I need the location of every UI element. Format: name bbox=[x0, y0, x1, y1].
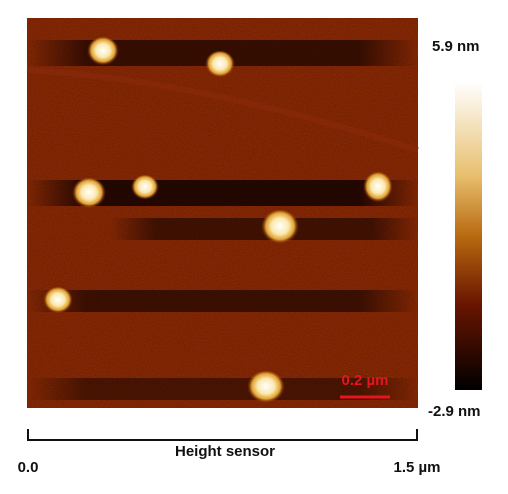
x-axis-start-label: 0.0 bbox=[18, 459, 39, 476]
colorbar-max-label: 5.9 nm bbox=[432, 38, 480, 55]
x-axis bbox=[27, 429, 418, 441]
colorbar-min-label: -2.9 nm bbox=[428, 403, 481, 420]
afm-image bbox=[26, 18, 419, 408]
x-axis-end-label: 1.5 µm bbox=[394, 459, 441, 476]
scale-bar-label: 0.2 µm bbox=[342, 372, 389, 389]
x-axis-title: Height sensor bbox=[175, 443, 275, 460]
color-bar bbox=[455, 82, 482, 390]
